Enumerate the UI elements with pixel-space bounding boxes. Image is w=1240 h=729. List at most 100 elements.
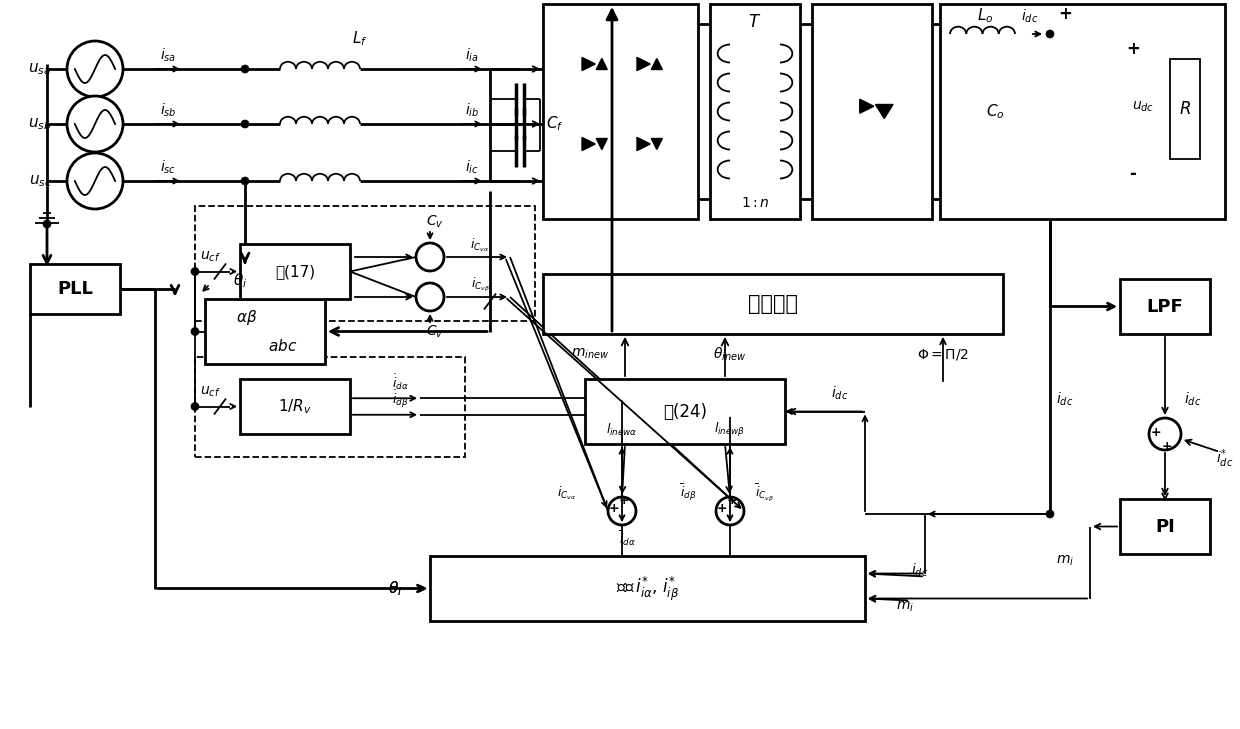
Polygon shape bbox=[637, 58, 650, 71]
Text: $i_{C_{v\beta}}$: $i_{C_{v\beta}}$ bbox=[470, 276, 490, 294]
Text: $i_{dc}$: $i_{dc}$ bbox=[831, 385, 848, 402]
Circle shape bbox=[191, 402, 198, 410]
Text: LPF: LPF bbox=[1147, 297, 1183, 316]
Circle shape bbox=[241, 65, 249, 73]
Text: +: + bbox=[1162, 440, 1172, 453]
Polygon shape bbox=[859, 99, 874, 113]
Bar bbox=[1120, 499, 1210, 554]
Text: $u_{sb}$: $u_{sb}$ bbox=[29, 116, 52, 132]
Text: +: + bbox=[1151, 426, 1162, 439]
Text: $u_{dc}$: $u_{dc}$ bbox=[1132, 99, 1154, 114]
Text: $L_f$: $L_f$ bbox=[352, 30, 368, 48]
Bar bbox=[30, 264, 120, 314]
Circle shape bbox=[43, 220, 51, 228]
Polygon shape bbox=[582, 58, 595, 71]
Text: +: + bbox=[727, 494, 738, 507]
Polygon shape bbox=[651, 139, 662, 149]
Text: $\bar{i}_{d\beta}$: $\bar{i}_{d\beta}$ bbox=[680, 483, 697, 503]
Circle shape bbox=[1149, 418, 1180, 450]
Bar bbox=[585, 379, 785, 444]
Bar bbox=[241, 379, 350, 434]
Bar bbox=[812, 4, 932, 219]
Circle shape bbox=[67, 96, 123, 152]
Text: +: + bbox=[717, 502, 728, 515]
Text: 计算$\,i_{i\alpha}^{*}$, $i_{i\beta}^{*}$: 计算$\,i_{i\alpha}^{*}$, $i_{i\beta}^{*}$ bbox=[616, 574, 680, 603]
Polygon shape bbox=[596, 139, 608, 149]
Bar bbox=[711, 4, 800, 219]
Text: $u_{cf}$: $u_{cf}$ bbox=[200, 249, 221, 264]
Text: +: + bbox=[1058, 5, 1071, 23]
Circle shape bbox=[1047, 510, 1054, 518]
Text: $\bar{i}_{C_{v\beta}}$: $\bar{i}_{C_{v\beta}}$ bbox=[755, 483, 775, 503]
Text: $R$: $R$ bbox=[1179, 100, 1190, 118]
Polygon shape bbox=[651, 58, 662, 69]
Text: $\dot{i}_{d\alpha}$: $\dot{i}_{d\alpha}$ bbox=[392, 373, 408, 392]
Text: $\theta_i$: $\theta_i$ bbox=[233, 272, 247, 290]
Circle shape bbox=[608, 497, 636, 525]
Text: $\bar{i}_{d\alpha}$: $\bar{i}_{d\alpha}$ bbox=[619, 530, 635, 548]
Text: $i_{C_{v\alpha}}$: $i_{C_{v\alpha}}$ bbox=[558, 484, 577, 502]
Text: $u_{sc}$: $u_{sc}$ bbox=[29, 174, 52, 189]
Text: $i_{dc}$: $i_{dc}$ bbox=[1056, 390, 1074, 408]
Polygon shape bbox=[596, 58, 608, 69]
Bar bbox=[195, 357, 465, 457]
Polygon shape bbox=[637, 137, 650, 151]
Text: +: + bbox=[609, 502, 619, 515]
Text: $T$: $T$ bbox=[749, 13, 761, 31]
Text: 式(24): 式(24) bbox=[663, 402, 707, 421]
Text: $i_{sa}$: $i_{sa}$ bbox=[160, 47, 176, 63]
Text: $abc$: $abc$ bbox=[268, 338, 298, 354]
Text: $i_{ib}$: $i_{ib}$ bbox=[465, 101, 479, 119]
Polygon shape bbox=[875, 104, 893, 119]
Bar bbox=[205, 299, 325, 364]
Polygon shape bbox=[582, 137, 595, 151]
Text: $i_{ia}$: $i_{ia}$ bbox=[465, 47, 479, 63]
Text: $i_{sc}$: $i_{sc}$ bbox=[160, 158, 176, 176]
Text: $i_{dc}$: $i_{dc}$ bbox=[1022, 7, 1039, 25]
Bar bbox=[940, 4, 1225, 219]
Text: PI: PI bbox=[1156, 518, 1174, 536]
Circle shape bbox=[415, 283, 444, 311]
Text: $\dot{i}_{d\beta}$: $\dot{i}_{d\beta}$ bbox=[392, 388, 408, 410]
Text: $1/R_v$: $1/R_v$ bbox=[278, 397, 312, 416]
Text: $i_{sb}$: $i_{sb}$ bbox=[160, 101, 176, 119]
Text: $u_{cf}$: $u_{cf}$ bbox=[200, 384, 221, 399]
Bar bbox=[195, 206, 534, 321]
Bar bbox=[1171, 59, 1200, 159]
Text: $m_i$: $m_i$ bbox=[897, 599, 914, 614]
Text: $i_{dc}$: $i_{dc}$ bbox=[911, 562, 929, 580]
Text: $C_o$: $C_o$ bbox=[986, 102, 1004, 121]
Text: $1:n$: $1:n$ bbox=[740, 196, 769, 210]
Text: $i_{ic}$: $i_{ic}$ bbox=[465, 158, 479, 176]
Text: $L_o$: $L_o$ bbox=[977, 7, 993, 26]
Text: $u_{sa}$: $u_{sa}$ bbox=[29, 61, 52, 77]
Text: $i_{C_{v\alpha}}$: $i_{C_{v\alpha}}$ bbox=[470, 236, 490, 254]
Text: $i_{dc}^{*}$: $i_{dc}^{*}$ bbox=[1216, 448, 1234, 470]
Text: 式(17): 式(17) bbox=[275, 264, 315, 279]
Circle shape bbox=[715, 497, 744, 525]
Text: $C_v$: $C_v$ bbox=[427, 324, 444, 340]
Text: $C_v$: $C_v$ bbox=[427, 214, 444, 230]
Bar bbox=[543, 4, 698, 219]
Text: $C_f$: $C_f$ bbox=[546, 114, 564, 133]
Text: +: + bbox=[1126, 40, 1140, 58]
Text: $m_i$: $m_i$ bbox=[1056, 554, 1074, 568]
Text: $\theta_{inew}$: $\theta_{inew}$ bbox=[713, 346, 746, 363]
Bar bbox=[241, 244, 350, 299]
Circle shape bbox=[1047, 30, 1054, 38]
Text: $\alpha\beta$: $\alpha\beta$ bbox=[237, 308, 258, 327]
Text: $\theta_i$: $\theta_i$ bbox=[388, 579, 402, 598]
Bar bbox=[430, 556, 866, 621]
Circle shape bbox=[67, 153, 123, 209]
Text: -: - bbox=[1130, 165, 1136, 183]
Text: $\theta_i$: $\theta_i$ bbox=[388, 579, 402, 598]
Text: $l_{inew\alpha}$: $l_{inew\alpha}$ bbox=[606, 422, 637, 438]
Circle shape bbox=[241, 120, 249, 128]
Text: $\Phi=\Pi/2$: $\Phi=\Pi/2$ bbox=[918, 346, 968, 362]
Text: $l_{inew\beta}$: $l_{inew\beta}$ bbox=[714, 421, 745, 439]
Circle shape bbox=[241, 177, 249, 185]
Circle shape bbox=[67, 41, 123, 97]
Bar bbox=[1120, 279, 1210, 334]
Text: $i_{dc}$: $i_{dc}$ bbox=[1184, 390, 1202, 408]
Text: $m_{inew}$: $m_{inew}$ bbox=[570, 347, 609, 361]
